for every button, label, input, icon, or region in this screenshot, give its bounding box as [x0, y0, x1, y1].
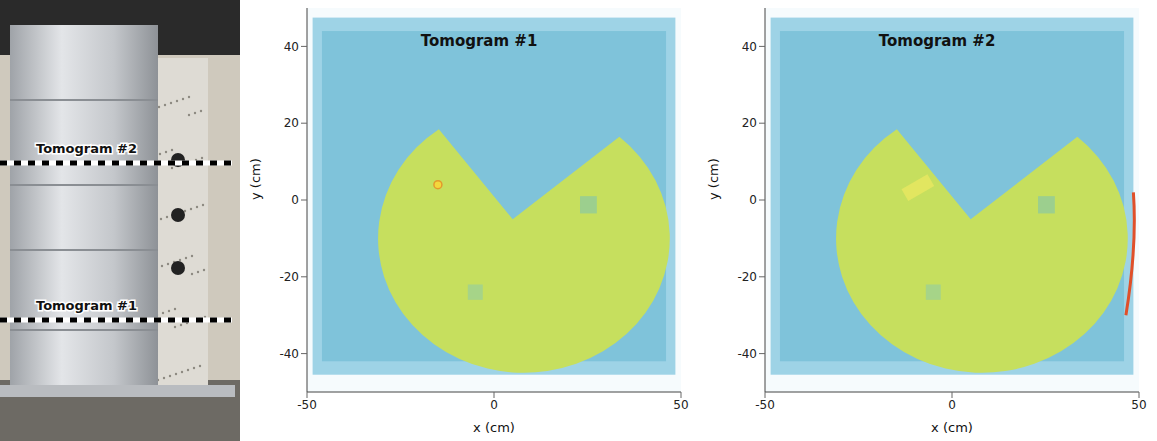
svg-text:20: 20 [284, 116, 299, 130]
svg-text:50: 50 [1131, 398, 1146, 412]
svg-text:x (cm): x (cm) [931, 420, 973, 435]
svg-text:y (cm): y (cm) [706, 158, 721, 200]
svg-text:x (cm): x (cm) [473, 420, 515, 435]
svg-text:40: 40 [742, 40, 757, 54]
svg-text:0: 0 [291, 193, 299, 207]
svg-text:-20: -20 [279, 270, 299, 284]
svg-text:Tomogram #1: Tomogram #1 [36, 298, 137, 313]
svg-text:Tomogram #2: Tomogram #2 [879, 32, 996, 50]
svg-text:-40: -40 [737, 347, 757, 361]
svg-text:20: 20 [742, 116, 757, 130]
svg-text:0: 0 [490, 398, 498, 412]
svg-text:Tomogram #1: Tomogram #1 [421, 32, 538, 50]
svg-text:0: 0 [749, 193, 757, 207]
svg-text:0: 0 [948, 398, 956, 412]
svg-text:Tomogram #2: Tomogram #2 [36, 141, 137, 156]
svg-text:-50: -50 [755, 398, 775, 412]
svg-text:-50: -50 [297, 398, 317, 412]
svg-text:y (cm): y (cm) [248, 158, 263, 200]
svg-text:-20: -20 [737, 270, 757, 284]
svg-text:40: 40 [284, 40, 299, 54]
svg-text:50: 50 [673, 398, 688, 412]
svg-text:-40: -40 [279, 347, 299, 361]
